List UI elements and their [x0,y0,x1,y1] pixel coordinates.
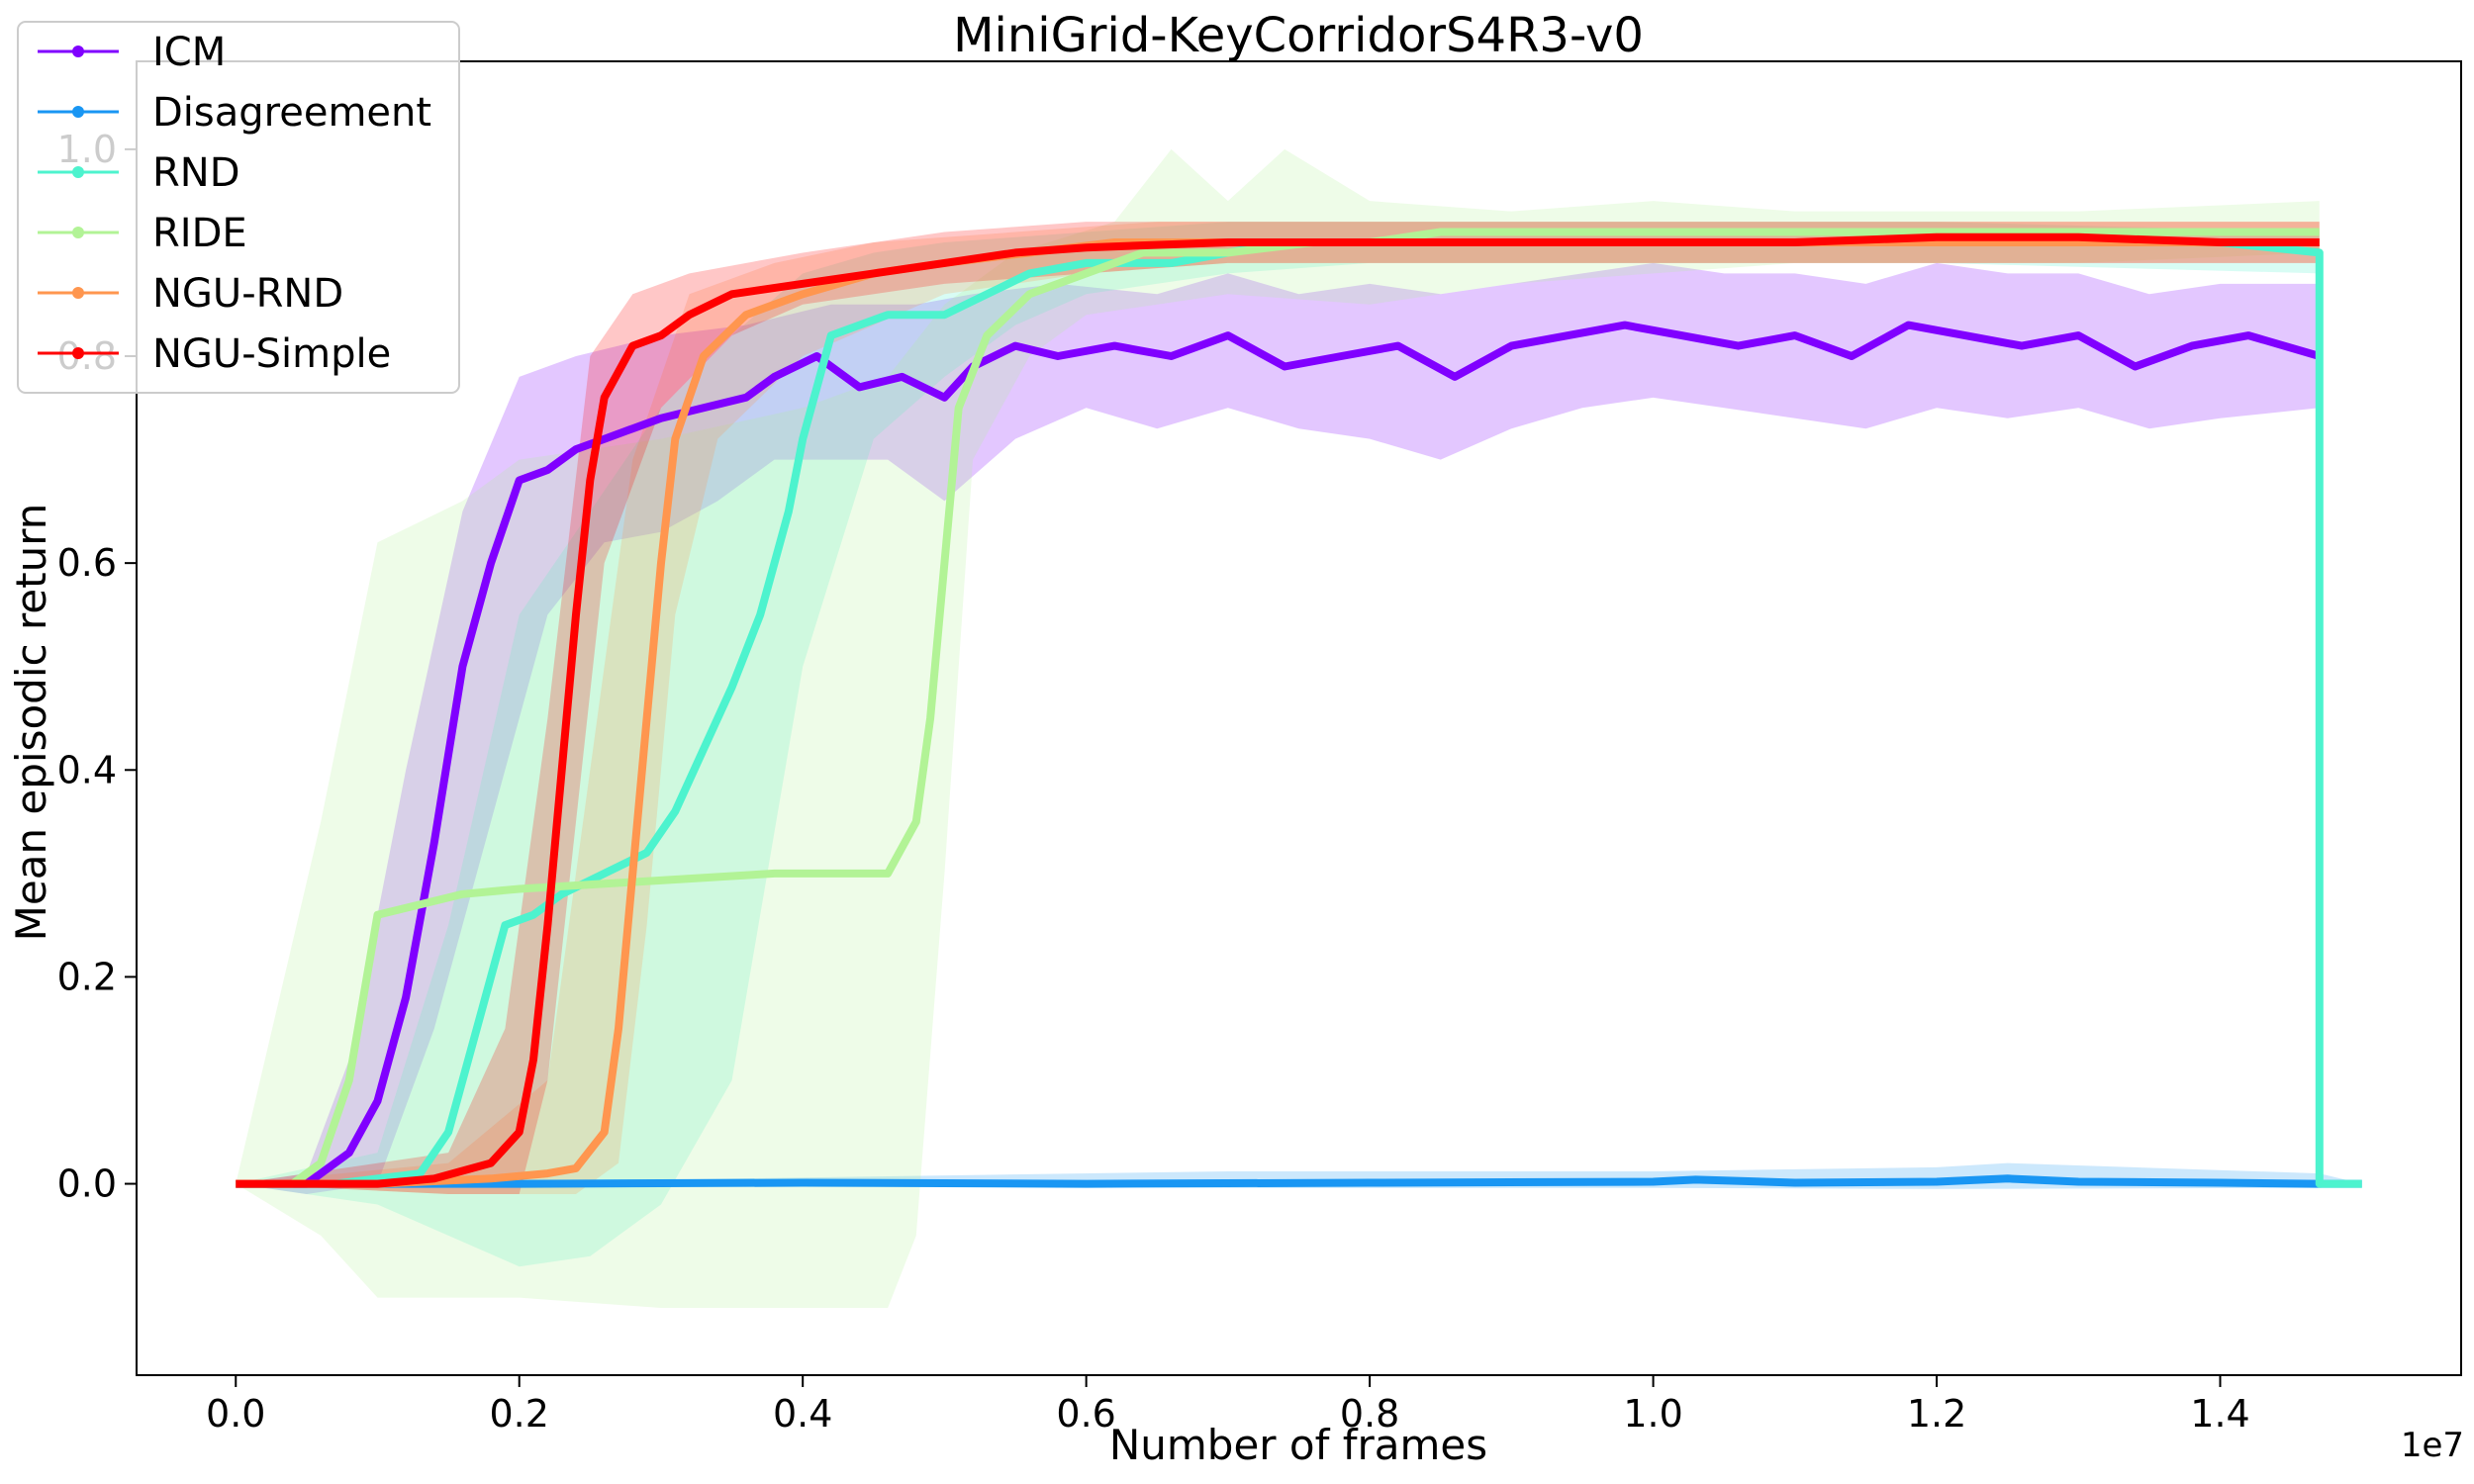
legend-label: RIDE [152,211,247,256]
y-tick-label: 0.6 [57,541,117,585]
legend-label: ICM [152,30,226,75]
series-line [236,232,2320,1188]
legend-label: Disagreement [152,90,431,136]
series-line [236,1174,2362,1188]
x-tick-label: 0.2 [490,1392,549,1436]
x-axis-ticks: 0.0 0.2 0.4 0.6 0.8 1.0 1.2 1.4 [206,1375,2250,1436]
x-tick-label: 0.6 [1056,1392,1115,1436]
chart-title: MiniGrid-KeyCorridorS4R3-v0 [953,8,1644,63]
x-tick-label: 0.8 [1340,1392,1399,1436]
legend-swatch-marker [72,106,84,118]
legend: ICM Disagreement RND RIDE NGU-RND NGU-Simple [17,21,460,394]
y-tick-label: 0.0 [57,1162,117,1206]
confidence-band [236,148,2320,1309]
y-tick-label: 0.4 [57,748,117,791]
x-tick-label: 1.2 [1907,1392,1966,1436]
confidence-band [236,222,2320,1267]
legend-swatch-marker [72,347,84,359]
legend-swatch-marker [72,46,84,57]
x-tick-label: 0.4 [773,1392,832,1436]
confidence-band [236,222,2320,1195]
x-tick-label: 0.0 [206,1392,265,1436]
legend-label: NGU-RND [152,271,343,317]
x-axis-exponent: 1e7 [2401,1426,2464,1465]
legend-swatch-marker [72,287,84,299]
x-tick-label: 1.0 [1623,1392,1682,1436]
plot-frame [136,60,2462,1376]
series-lines [236,228,2362,1188]
series-line [236,321,2321,1188]
y-axis-title: Mean episodic return [7,504,55,942]
legend-swatch-marker [72,166,84,178]
x-tick-label: 1.4 [2190,1392,2249,1436]
series-line [236,228,2320,1188]
legend-box [17,21,460,394]
x-axis-title: Number of frames [1109,1421,1487,1469]
legend-label: NGU-Simple [152,331,391,377]
legend-entries: ICM Disagreement RND RIDE NGU-RND NGU-Simple [38,30,431,377]
legend-swatch-marker [72,227,84,238]
legend-label: RND [152,150,240,196]
y-tick-label: 0.2 [57,955,117,998]
confidence-bands [236,148,2362,1309]
